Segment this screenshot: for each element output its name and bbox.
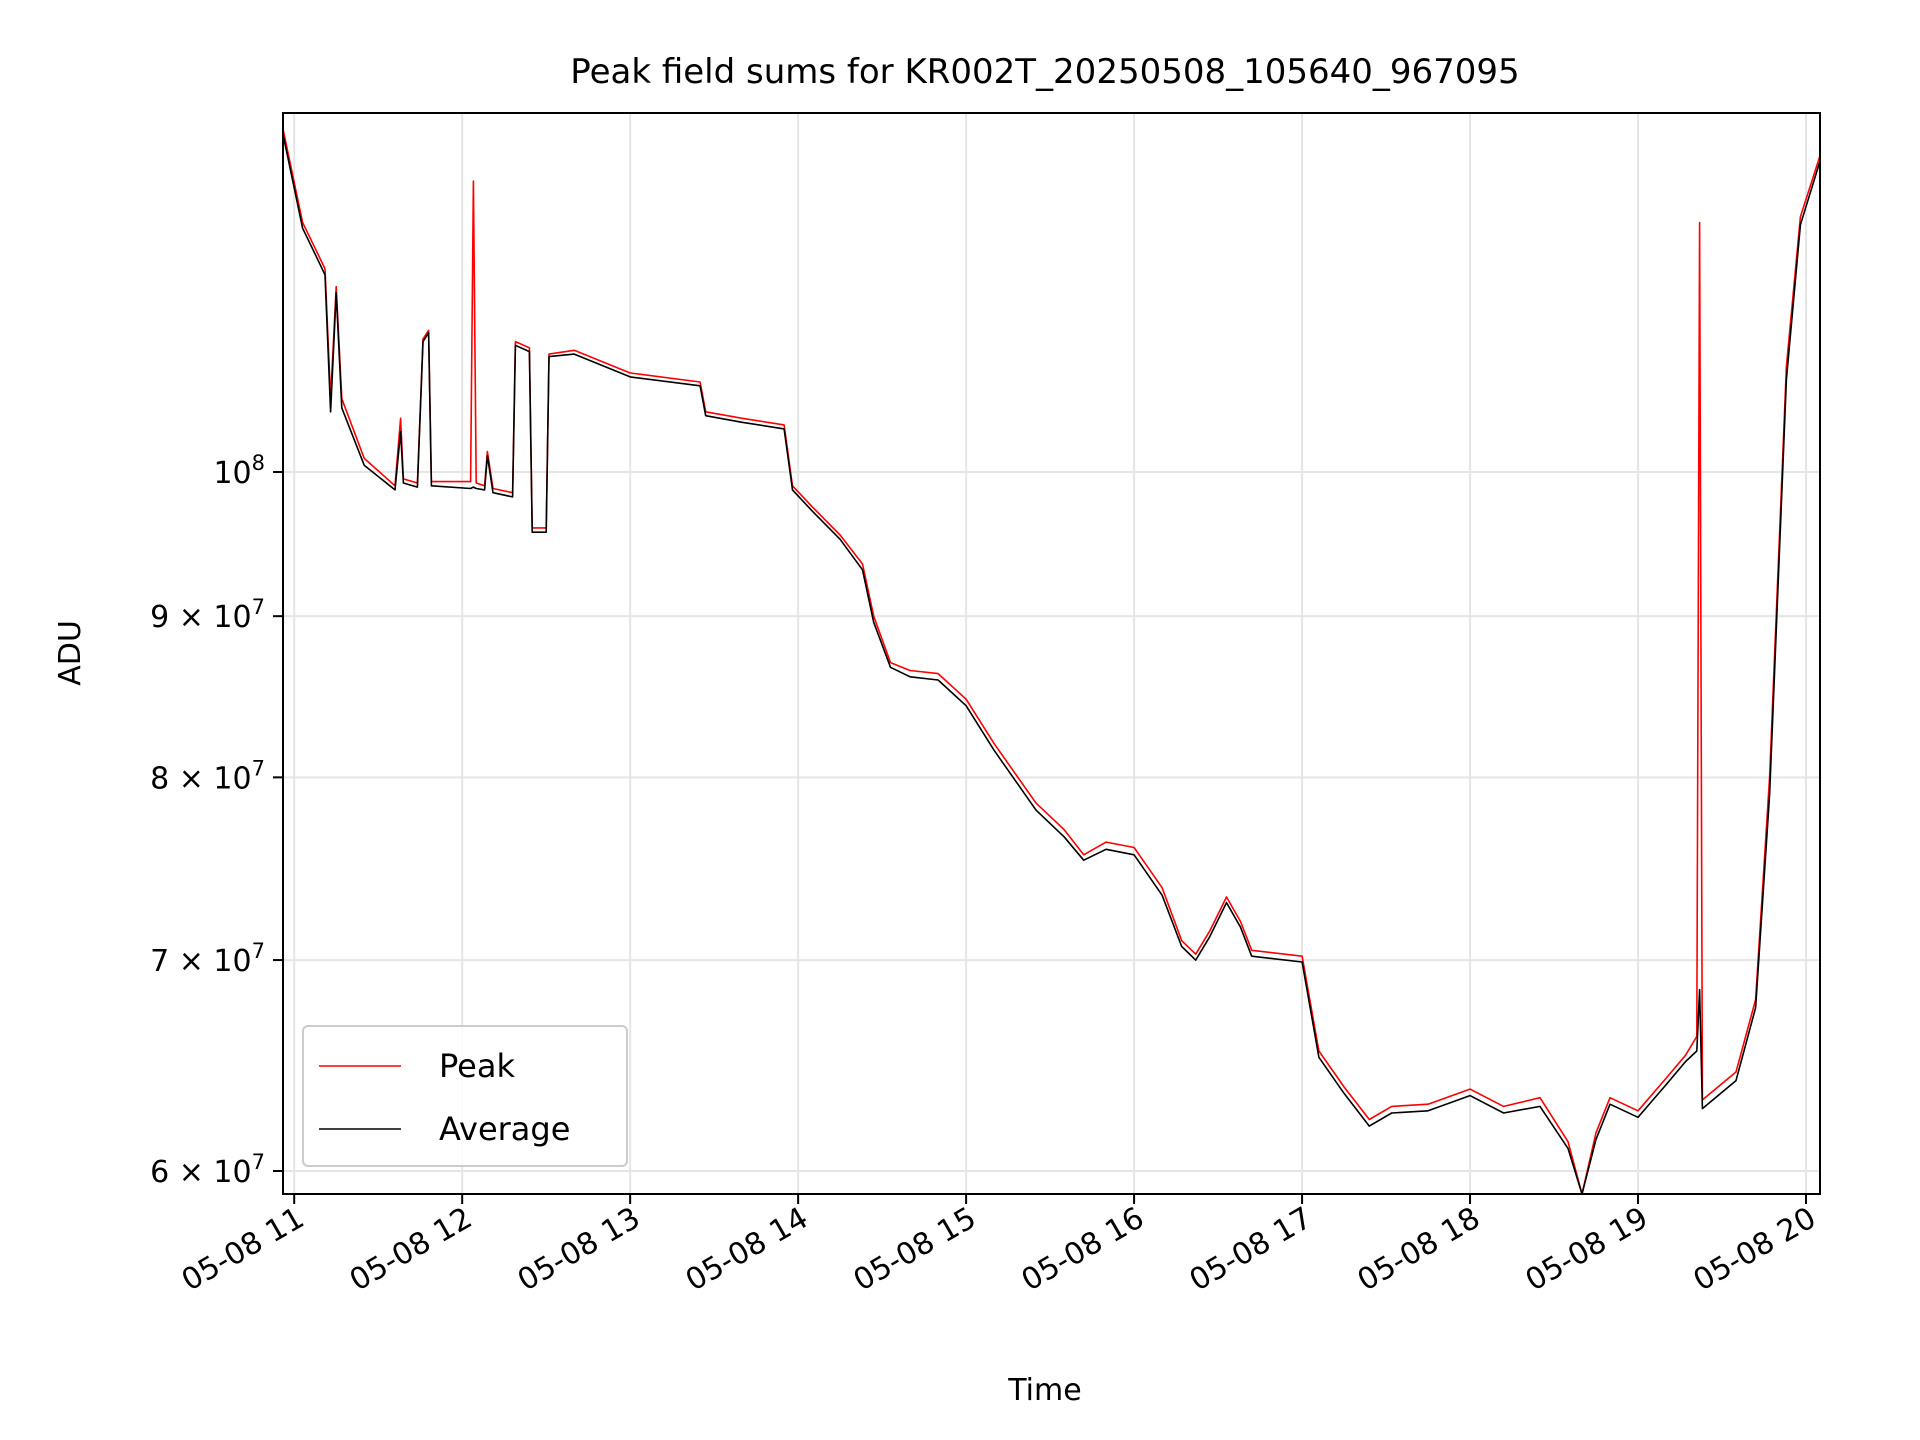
y-axis-label: ADU [53,620,88,686]
plot-area [283,128,1820,1194]
y-tick-label: 8 × 107 [150,756,265,796]
legend-label-average: Average [439,1110,570,1148]
y-tick-label: 7 × 107 [150,939,265,979]
series-layer [283,128,1820,1194]
legend: Peak Average [302,1025,628,1167]
y-tick-label: 9 × 107 [150,595,265,635]
legend-box [302,1025,628,1167]
grid [283,113,1820,1194]
y-tick-label: 108 [213,451,265,491]
plot-frame [282,112,1821,1195]
chart-title: Peak field sums for KR002T_20250508_1056… [570,52,1519,92]
y-tick-label: 6 × 107 [150,1150,265,1190]
x-axis-label: Time [1007,1373,1081,1408]
series-line-average [283,134,1820,1194]
legend-label-peak: Peak [439,1047,515,1085]
